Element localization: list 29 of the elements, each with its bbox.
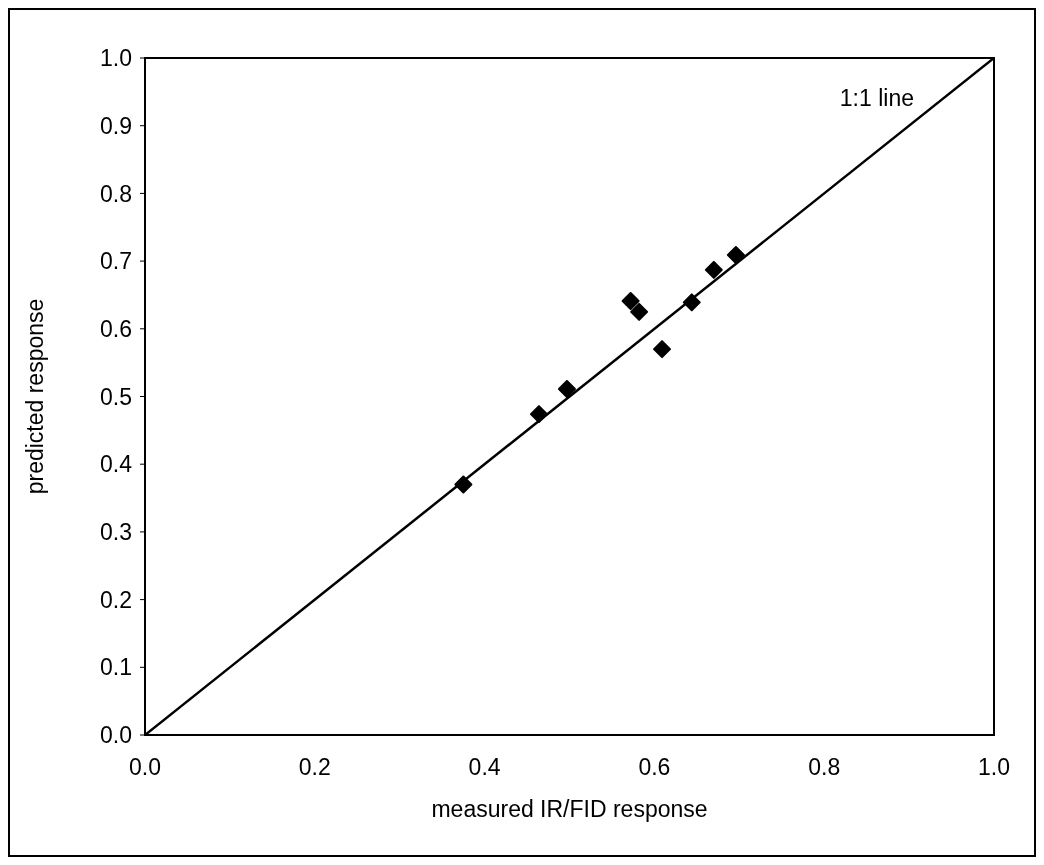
point xyxy=(653,340,672,359)
point xyxy=(682,293,701,312)
x-tick-label: 0.8 xyxy=(808,754,841,781)
point xyxy=(621,292,640,311)
point xyxy=(557,380,576,399)
y-tick-label: 0.8 xyxy=(100,180,132,207)
x-tick-label: 0.0 xyxy=(129,754,161,781)
point xyxy=(529,405,548,424)
y-tick-label: 0.3 xyxy=(100,519,132,546)
x-tick-label: 0.2 xyxy=(298,754,331,781)
y-tick-label: 0.1 xyxy=(100,654,132,681)
series-label: 1:1 line xyxy=(839,85,914,111)
y-tick-label: 0.0 xyxy=(100,722,132,749)
point xyxy=(454,475,473,494)
y-tick-label: 0.2 xyxy=(100,586,132,613)
point xyxy=(704,260,723,279)
y-tick-label: 0.4 xyxy=(100,451,133,478)
y-tick-label: 0.6 xyxy=(100,315,132,342)
x-tick-label: 0.4 xyxy=(468,754,501,781)
y-tick-label: 0.9 xyxy=(100,112,132,139)
x-tick-label: 1.0 xyxy=(978,754,1010,781)
y-axis-title: predicted response xyxy=(22,298,49,495)
point xyxy=(726,246,745,265)
y-tick-label: 1.0 xyxy=(100,45,132,72)
point xyxy=(630,302,649,321)
y-tick-label: 0.7 xyxy=(100,248,132,275)
y-tick-label: 0.5 xyxy=(100,383,132,410)
x-tick-label: 0.6 xyxy=(638,754,671,781)
x-axis-title: measured IR/FID response xyxy=(431,796,708,822)
